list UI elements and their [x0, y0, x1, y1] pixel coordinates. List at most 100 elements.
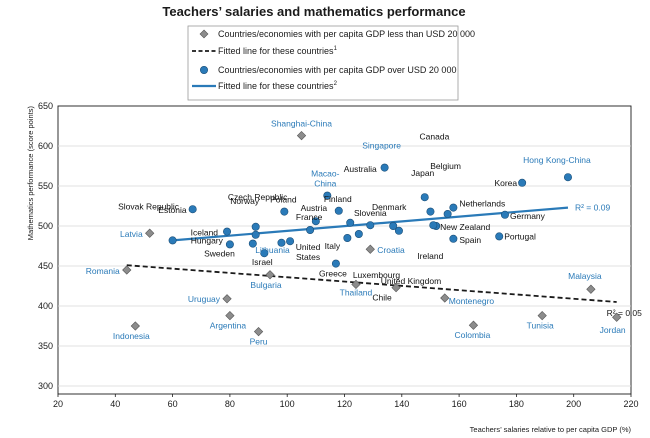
label-uruguay: Uruguay [188, 294, 221, 304]
label-italy: Italy [325, 241, 341, 251]
x-tick-label: 200 [566, 399, 581, 409]
point-thailand [351, 279, 361, 290]
label-peru: Peru [250, 337, 268, 347]
point-italy [343, 234, 352, 243]
x-tick-label: 80 [225, 399, 235, 409]
plot-area: 20 40 60 80 100 120 140 160 180 200 220 300 350 400 4… [38, 101, 642, 409]
point-austria [311, 217, 320, 226]
label-romania: Romania [86, 266, 120, 276]
point-spain [449, 234, 458, 243]
label-slovenia: Slovenia [354, 208, 387, 218]
point-singapore [380, 163, 389, 172]
point-lithuania [277, 238, 286, 247]
point-denmark [389, 222, 398, 231]
point-luxembourg [354, 230, 363, 239]
point-montenegro [440, 293, 450, 303]
point-belgium [443, 210, 452, 219]
point-tunisia [537, 310, 547, 321]
point-united-kingdom [394, 226, 403, 235]
point-sweden [248, 239, 257, 248]
label-portugal: Portugal [504, 231, 536, 241]
data-labels: Shanghai-China Latvia Romania Indonesia Urug… [86, 119, 626, 347]
label-austria: Austria [301, 203, 328, 213]
y-axis-title: Mathematics performance (score points) [26, 106, 35, 241]
point-uruguay [222, 294, 232, 304]
x-tick-label: 160 [452, 399, 467, 409]
y-tick-label: 450 [38, 261, 53, 271]
point-estonia [188, 205, 197, 214]
point-poland [280, 207, 289, 216]
y-tick-label: 550 [38, 181, 53, 191]
y-tick-label: 600 [38, 141, 53, 151]
label-korea: Korea [494, 178, 517, 188]
label-israel: Israel [252, 257, 273, 267]
r2-label-low: R² = 0.05 [607, 308, 642, 318]
plot-frame [57, 105, 632, 395]
label-luxembourg: Luxembourg [353, 270, 401, 280]
legend-diamond-marker [199, 29, 209, 39]
x-tick-label: 120 [337, 399, 352, 409]
label-latvia: Latvia [120, 229, 143, 239]
label-macao-china: Macao-China [311, 169, 340, 189]
label-singapore: Singapore [362, 141, 401, 151]
x-tick-label: 100 [280, 399, 295, 409]
point-colombia [468, 320, 479, 330]
point-chile [391, 282, 401, 293]
data-markers [122, 130, 622, 337]
point-malaysia [586, 284, 596, 294]
legend-label-low-fit: Fitted line for these countries1 [218, 46, 338, 56]
label-iceland: Iceland [191, 228, 219, 238]
label-indonesia: Indonesia [113, 331, 150, 341]
legend-box [187, 25, 459, 101]
label-australia: Australia [344, 164, 377, 174]
label-germany: Germany [510, 211, 546, 221]
label-czech-republic: Czech Republic [228, 192, 288, 202]
label-netherlands: Netherlands [459, 199, 505, 209]
x-axis-title: Teachers’ salaries relative to per capit… [470, 425, 632, 434]
label-croatia: Croatia [377, 245, 405, 255]
label-belgium: Belgium [430, 161, 461, 171]
legend-label-low-points: Countries/economies with per capita GDP … [218, 29, 475, 39]
label-malaysia: Malaysia [568, 271, 602, 281]
label-france: France [296, 212, 323, 222]
label-denmark: Denmark [372, 202, 407, 212]
point-slovenia [366, 221, 375, 230]
label-united-states: United States [296, 242, 321, 262]
label-ireland: Ireland [417, 251, 443, 261]
x-tick-label: 220 [623, 399, 638, 409]
point-hong-kong-china [563, 173, 572, 182]
label-spain: Spain [459, 235, 481, 245]
point-israel [260, 249, 269, 258]
point-greece [331, 259, 340, 268]
label-hungary: Hungary [191, 235, 224, 245]
label-norway: Norway [230, 196, 260, 206]
x-tick-label: 60 [168, 399, 178, 409]
x-tick-label: 140 [394, 399, 409, 409]
legend-label-high-points: Countries/economies with per capita GDP … [218, 65, 456, 75]
label-poland: Poland [270, 195, 297, 205]
label-estonia: Estonia [158, 205, 187, 215]
legend: Countries/economies with per capita GDP … [187, 25, 475, 101]
label-canada: Canada [420, 132, 450, 142]
point-netherlands [449, 203, 458, 212]
point-jordan [612, 312, 622, 322]
label-sweden: Sweden [204, 249, 235, 259]
label-colombia: Colombia [454, 330, 490, 340]
x-axis-ticks: 20 40 60 80 100 120 140 160 180 200 220 [53, 394, 639, 409]
point-macao-china [323, 191, 332, 200]
label-united-kingdom: United Kingdom [381, 276, 441, 286]
point-bulgaria [265, 270, 275, 280]
label-jordan: Jordan [600, 325, 626, 335]
point-indonesia [130, 321, 140, 331]
point-latvia [145, 228, 155, 238]
label-shanghai-china: Shanghai-China [271, 119, 332, 129]
point-croatia [365, 244, 375, 254]
point-finland [334, 206, 343, 215]
label-chile: Chile [372, 293, 392, 303]
point-germany [500, 210, 509, 219]
label-argentina: Argentina [210, 321, 247, 331]
point-norway [251, 230, 260, 239]
legend-label-high-fit: Fitted line for these countries2 [218, 81, 338, 91]
point-peru [253, 326, 264, 337]
